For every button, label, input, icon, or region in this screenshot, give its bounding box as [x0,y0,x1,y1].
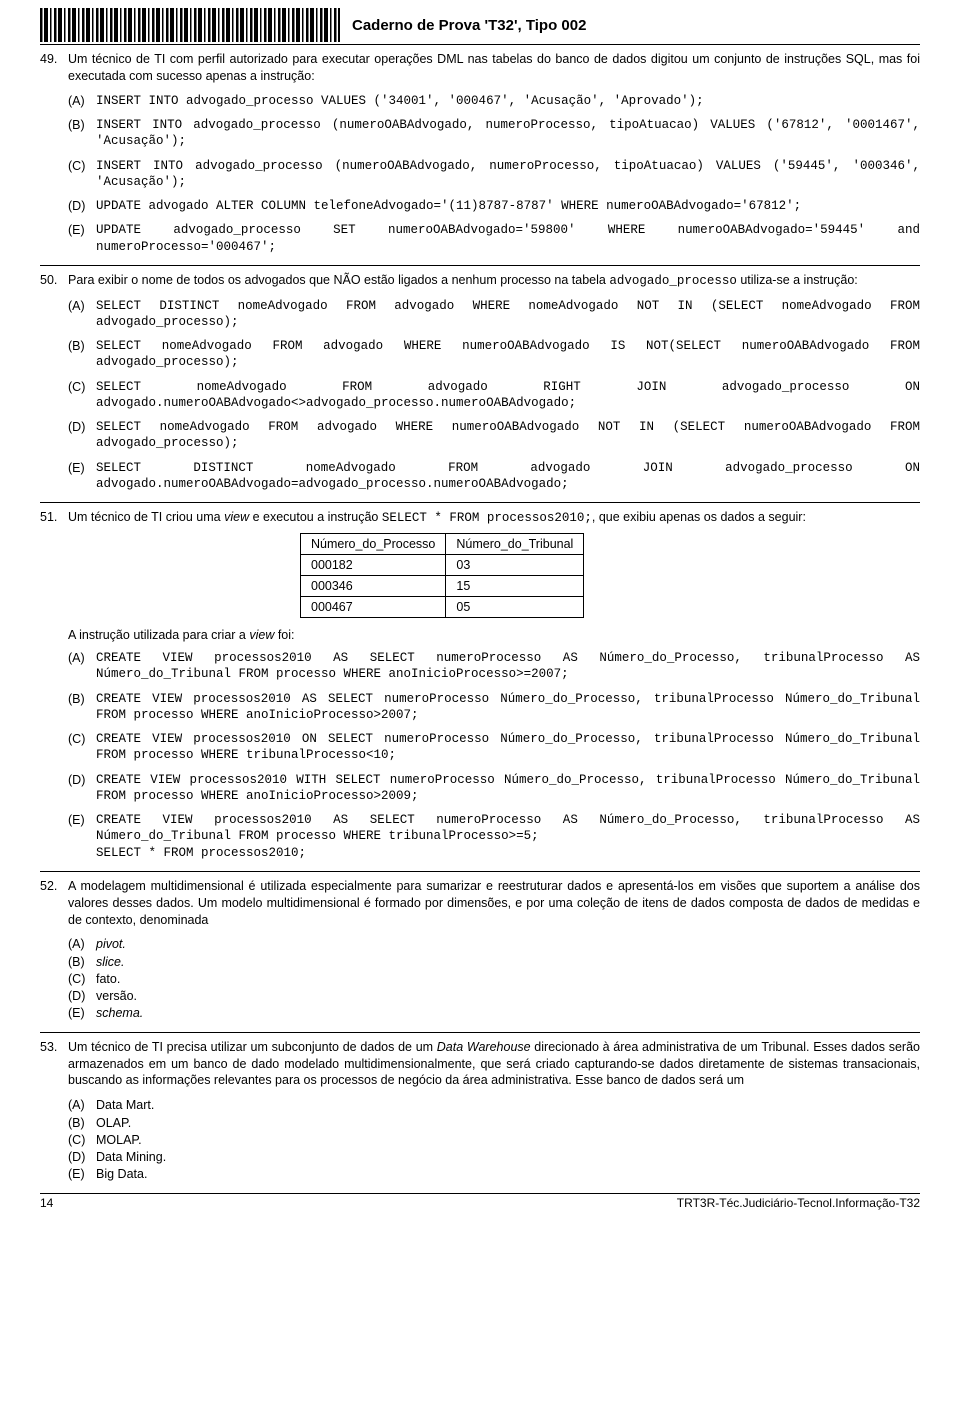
q51-optB: CREATE VIEW processos2010 AS SELECT nume… [96,691,920,724]
q50-optB: SELECT nomeAdvogado FROM advogado WHERE … [96,338,920,371]
opt-letter: (C) [68,971,96,987]
opt-letter: (E) [68,1166,96,1182]
q51-stem-code: SELECT * FROM processos2010; [382,511,592,525]
header-title: Caderno de Prova 'T32', Tipo 002 [352,17,586,34]
q51-optE: CREATE VIEW processos2010 AS SELECT nume… [96,812,920,861]
q51-stem-post: , que exibiu apenas os dados a seguir: [592,510,806,524]
opt-letter: (C) [68,158,96,191]
opt-letter: (E) [68,1005,96,1021]
opt-letter: (B) [68,691,96,724]
q51-lead2-it: view [249,628,274,642]
table-row: 000182 03 [301,555,584,576]
q50-number: 50. [40,272,68,290]
opt-letter: (D) [68,419,96,452]
q51-optC: CREATE VIEW processos2010 ON SELECT nume… [96,731,920,764]
q51-cell: 000467 [301,597,446,618]
opt-letter: (D) [68,988,96,1004]
q51-cell: 000182 [301,555,446,576]
q50-stem-code: advogado_processo [609,274,737,288]
q51-lead2-pre: A instrução utilizada para criar a [68,628,249,642]
q52-optE: schema. [96,1005,920,1021]
table-row: 000467 05 [301,597,584,618]
q49-stem: Um técnico de TI com perfil autorizado p… [68,51,920,85]
q51-lead2: A instrução utilizada para criar a view … [68,628,920,642]
table-row: 000346 15 [301,576,584,597]
q51-stem-it1: view [224,510,249,524]
q51-optA: CREATE VIEW processos2010 AS SELECT nume… [96,650,920,683]
opt-letter: (E) [68,460,96,493]
q52-optC: fato. [96,971,920,987]
q52-optD: versão. [96,988,920,1004]
q51-cell: 000346 [301,576,446,597]
opt-letter: (A) [68,1097,96,1113]
q53-number: 53. [40,1039,68,1090]
q51-stem-mid: e executou a instrução [249,510,382,524]
q51-cell: 03 [446,555,584,576]
q51-th2: Número_do_Tribunal [446,534,584,555]
opt-letter: (A) [68,298,96,331]
q51-cell: 05 [446,597,584,618]
opt-letter: (E) [68,812,96,861]
q51-lead2-post: foi: [274,628,294,642]
q51-stem-pre: Um técnico de TI criou uma [68,510,224,524]
q51-table: Número_do_Processo Número_do_Tribunal 00… [300,533,584,618]
question-53: 53. Um técnico de TI precisa utilizar um… [40,1039,920,1183]
q49-optC: INSERT INTO advogado_processo (numeroOAB… [96,158,920,191]
q50-optA: SELECT DISTINCT nomeAdvogado FROM advoga… [96,298,920,331]
opt-letter: (E) [68,222,96,255]
q53-stem: Um técnico de TI precisa utilizar um sub… [68,1039,920,1090]
q50-optC: SELECT nomeAdvogado FROM advogado RIGHT … [96,379,920,412]
q53-optC: MOLAP. [96,1132,920,1148]
opt-letter: (A) [68,936,96,952]
opt-letter: (B) [68,117,96,150]
q53-stem-pre: Um técnico de TI precisa utilizar um sub… [68,1040,437,1054]
footer-doc-code: TRT3R-Téc.Judiciário-Tecnol.Informação-T… [677,1196,920,1210]
q53-stem-it1: Data Warehouse [437,1040,531,1054]
q49-optA: INSERT INTO advogado_processo VALUES ('3… [96,93,920,109]
q53-optA: Data Mart. [96,1097,920,1113]
question-52: 52. A modelagem multidimensional é utili… [40,878,920,1022]
q52-stem: A modelagem multidimensional é utilizada… [68,878,920,929]
q50-stem: Para exibir o nome de todos os advogados… [68,272,920,290]
q49-optE: UPDATE advogado_processo SET numeroOABAd… [96,222,920,255]
opt-letter: (D) [68,198,96,214]
q51-th1: Número_do_Processo [301,534,446,555]
opt-letter: (A) [68,93,96,109]
footer-page-number: 14 [40,1196,53,1210]
q52-optB: slice. [96,954,920,970]
opt-letter: (A) [68,650,96,683]
q52-optA: pivot. [96,936,920,952]
opt-letter: (B) [68,1115,96,1131]
q53-optD: Data Mining. [96,1149,920,1165]
opt-letter: (D) [68,1149,96,1165]
q53-optB: OLAP. [96,1115,920,1131]
question-50: 50. Para exibir o nome de todos os advog… [40,272,920,492]
q50-optD: SELECT nomeAdvogado FROM advogado WHERE … [96,419,920,452]
q50-stem-pre: Para exibir o nome de todos os advogados… [68,273,609,287]
q49-number: 49. [40,51,68,85]
opt-letter: (B) [68,954,96,970]
opt-letter: (C) [68,1132,96,1148]
q51-cell: 15 [446,576,584,597]
opt-letter: (D) [68,772,96,805]
q53-optE: Big Data. [96,1166,920,1182]
q51-optD: CREATE VIEW processos2010 WITH SELECT nu… [96,772,920,805]
q51-number: 51. [40,509,68,527]
q52-number: 52. [40,878,68,929]
opt-letter: (C) [68,379,96,412]
question-49: 49. Um técnico de TI com perfil autoriza… [40,51,920,255]
barcode [40,8,340,42]
q51-stem: Um técnico de TI criou uma view e execut… [68,509,920,527]
q50-stem-post: utiliza-se a instrução: [737,273,858,287]
opt-letter: (C) [68,731,96,764]
question-51: 51. Um técnico de TI criou uma view e ex… [40,509,920,861]
q49-optD: UPDATE advogado ALTER COLUMN telefoneAdv… [96,198,920,214]
q50-optE: SELECT DISTINCT nomeAdvogado FROM advoga… [96,460,920,493]
opt-letter: (B) [68,338,96,371]
q49-optB: INSERT INTO advogado_processo (numeroOAB… [96,117,920,150]
